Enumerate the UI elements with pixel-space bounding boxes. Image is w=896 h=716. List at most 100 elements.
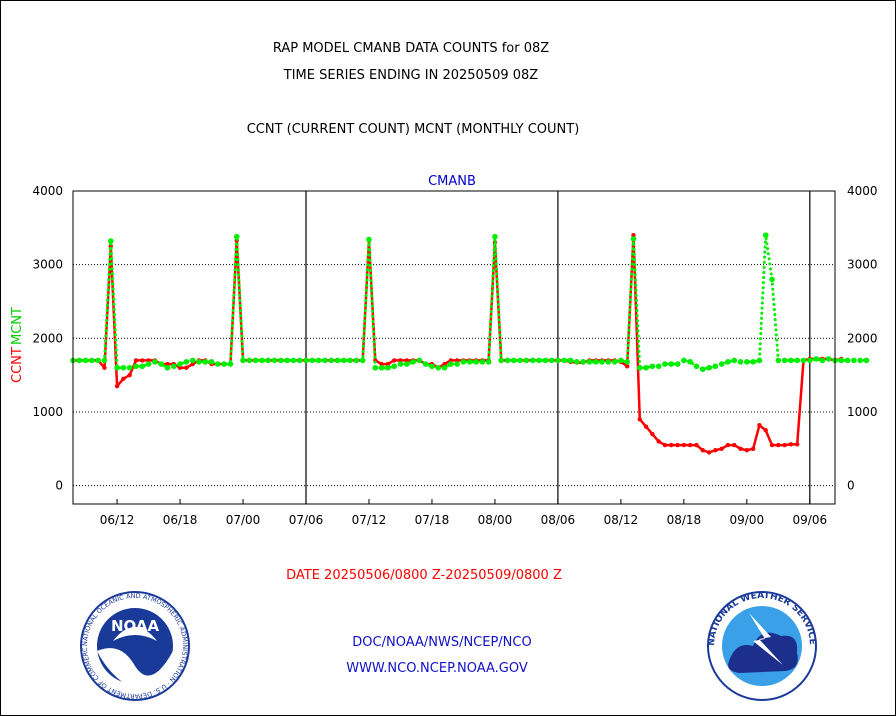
data-point-mcnt [139,363,146,370]
data-point-mcnt [196,359,202,365]
data-point-mcnt [89,357,95,364]
ytick-label-right: 2000 [847,331,878,345]
data-point-mcnt [391,363,397,370]
data-point-ccnt [624,364,630,369]
data-point-mcnt [473,359,479,365]
data-point-mcnt [359,357,366,364]
data-point-mcnt [170,363,177,370]
data-point-mcnt [750,359,756,365]
data-point-mcnt [435,364,442,371]
data-point-mcnt [807,357,813,364]
xtick-label: 09/00 [730,513,765,527]
data-point-mcnt [378,364,385,371]
data-point-mcnt [863,357,870,364]
data-point-mcnt [259,357,265,364]
date-range-label: DATE 20250506/0800 Z-20250509/0800 Z [286,568,562,583]
title-line-2: TIME SERIES ENDING IN 20250509 08Z [283,68,539,83]
data-point-mcnt [706,364,712,371]
data-point-mcnt [674,361,681,367]
data-point-ccnt [687,442,693,448]
data-point-ccnt [788,442,794,447]
data-point-mcnt [838,357,845,364]
data-point-mcnt [662,361,668,367]
website-link[interactable]: WWW.NCO.NCEP.NOAA.GOV [346,661,528,676]
data-point-mcnt [76,357,83,364]
data-point-mcnt [322,357,328,364]
data-point-mcnt [252,357,259,364]
data-point-mcnt [309,357,316,364]
data-point-ccnt [681,442,687,448]
data-point-mcnt [366,236,372,243]
data-point-ccnt [184,365,189,370]
data-point-mcnt [498,357,505,364]
data-point-mcnt [725,359,731,365]
data-point-mcnt [422,361,429,367]
data-point-ccnt [669,442,674,448]
data-point-mcnt [164,364,171,371]
data-point-ccnt [454,358,460,363]
data-point-ccnt [694,442,699,448]
data-point-ccnt [190,361,195,367]
series-line-mcnt [71,233,868,371]
data-point-mcnt [492,233,498,240]
data-point-ccnt [725,442,731,448]
data-point-mcnt [202,359,209,365]
data-point-mcnt [567,357,574,364]
data-point-mcnt [479,359,486,365]
data-point-mcnt [624,359,630,365]
data-point-mcnt [788,357,794,364]
data-point-mcnt [611,359,618,365]
data-point-mcnt [303,357,309,364]
data-point-mcnt [775,357,782,364]
gridlines [73,191,835,504]
data-point-ccnt [713,448,718,453]
ytick-label-left: 4000 [32,184,63,198]
data-point-mcnt [82,357,89,364]
series-line-ccnt [73,233,842,454]
data-point-mcnt [340,357,347,364]
data-point-mcnt [693,363,700,370]
data-point-mcnt [737,359,744,365]
ylabel-ccnt: CCNT [10,347,25,383]
data-point-mcnt [208,359,215,365]
data-point-ccnt [448,358,454,363]
data-point-ccnt [121,376,126,381]
data-point-mcnt [548,357,555,364]
data-point-mcnt [643,364,649,371]
data-point-mcnt [416,357,423,364]
data-point-mcnt [819,357,826,364]
xtick-label: 07/06 [289,513,324,527]
data-point-mcnt [403,361,410,367]
data-point-ccnt [744,448,750,453]
data-point-mcnt [372,364,379,371]
data-point-mcnt [347,357,353,364]
data-point-mcnt [133,363,139,370]
data-point-mcnt [177,361,183,367]
data-point-mcnt [120,364,127,371]
data-point-mcnt [429,363,435,370]
data-point-ccnt [763,428,768,433]
data-point-mcnt [605,359,612,365]
data-point-mcnt [825,356,832,362]
data-point-mcnt [278,357,284,364]
data-point-mcnt [246,357,253,364]
data-point-mcnt [448,361,454,367]
data-point-mcnt [681,357,687,364]
data-point-mcnt [334,357,341,364]
data-point-mcnt [215,361,221,367]
xtick-label: 06/12 [100,513,135,527]
data-point-mcnt [152,359,158,365]
data-point-mcnt [126,364,133,371]
data-point-ccnt [385,361,391,367]
data-point-mcnt [851,357,857,364]
xtick-label: 08/06 [541,513,576,527]
data-point-mcnt [410,359,416,365]
title-line-1: RAP MODEL CMANB DATA COUNTS for 08Z [273,41,549,56]
data-point-mcnt [454,361,460,367]
data-point-mcnt [265,357,272,364]
data-point-mcnt [441,364,448,371]
ytick-label-right: 0 [847,479,855,493]
data-point-ccnt [706,450,712,455]
